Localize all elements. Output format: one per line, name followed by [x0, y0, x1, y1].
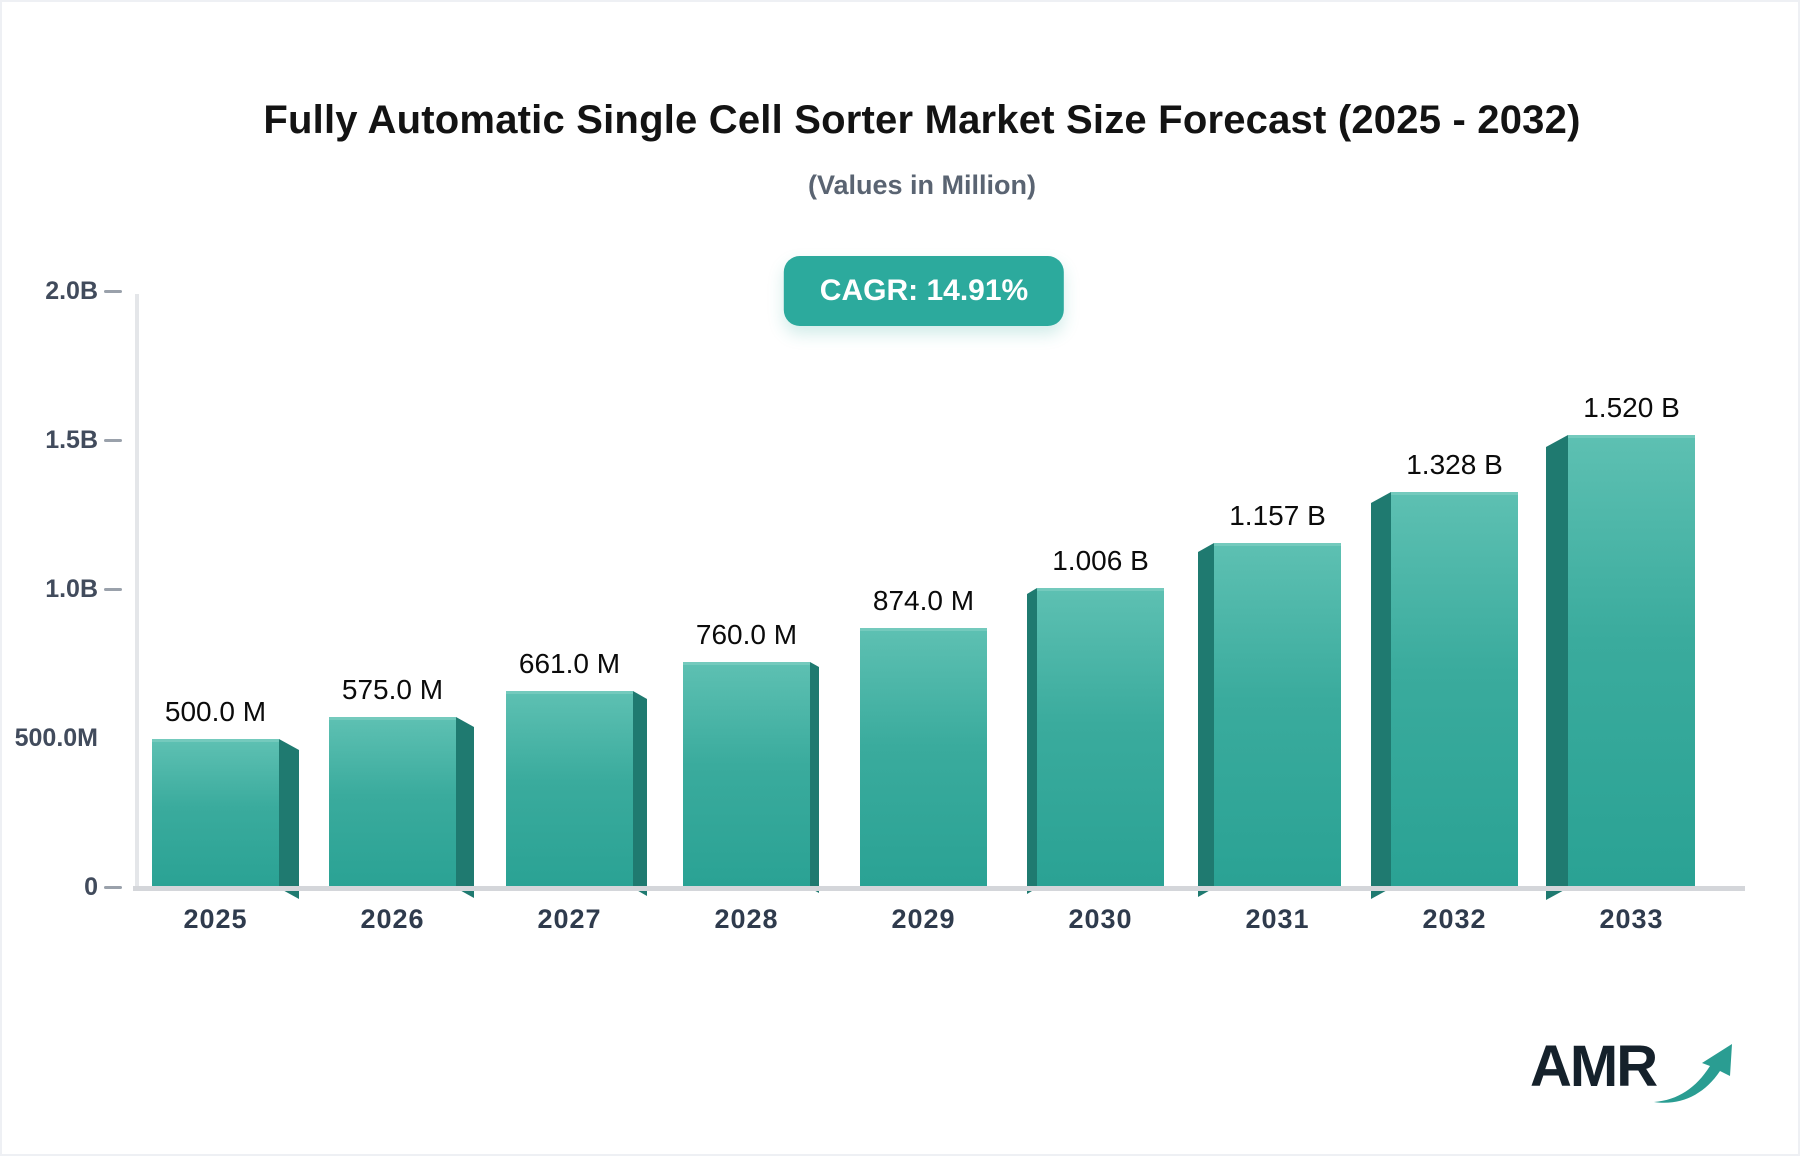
bar-3d-side [279, 739, 299, 899]
bar-3d-side [1546, 435, 1568, 900]
bar-2033 [1568, 435, 1695, 888]
bar-value-label: 1.006 B [1052, 545, 1149, 576]
bar-2029 [860, 628, 987, 888]
y-tick-label: 500.0M [14, 724, 98, 752]
x-category-label: 2031 [1245, 904, 1310, 934]
x-axis-line [133, 886, 1745, 891]
y-tick-dash [104, 886, 122, 889]
bar-2032 [1391, 492, 1518, 888]
y-tick-dash [104, 588, 122, 591]
bar-2030 [1037, 588, 1164, 888]
y-axis-line [135, 294, 139, 888]
bar-value-label: 1.520 B [1583, 392, 1680, 423]
x-category-label: 2029 [891, 904, 956, 934]
bar-3d-side [1027, 588, 1037, 894]
x-category-label: 2030 [1068, 904, 1133, 934]
bar-2026 [329, 717, 456, 888]
x-category-label: 2032 [1422, 904, 1487, 934]
bar-2025 [152, 739, 279, 888]
bar-value-label: 760.0 M [695, 619, 798, 650]
x-category-label: 2028 [714, 904, 779, 934]
y-tick-label: 1.5B [45, 426, 98, 454]
bar-value-label: 575.0 M [341, 674, 444, 705]
bar-value-label: 1.328 B [1406, 449, 1503, 480]
x-category-label: 2027 [537, 904, 602, 934]
bar-value-label: 874.0 M [872, 585, 975, 616]
brand-logo-text: AMR [1530, 1034, 1658, 1099]
bar-3d-side [1371, 492, 1391, 899]
bar-value-label: 1.157 B [1229, 500, 1326, 531]
cagr-badge: CAGR: 14.91% [783, 256, 1065, 326]
bar-3d-side [633, 691, 647, 896]
bar-value-label: 661.0 M [518, 648, 621, 679]
chart-subtitle: (Values in Million) [807, 170, 1037, 200]
growth-arrow-icon [1654, 1044, 1733, 1103]
bar-2027 [506, 691, 633, 888]
y-tick-dash [104, 290, 122, 293]
y-tick-label: 1.0B [45, 575, 98, 603]
x-category-label: 2025 [183, 904, 248, 934]
bar-3d-side [456, 717, 474, 898]
bar-2028 [683, 662, 810, 888]
y-tick-dash [104, 439, 122, 442]
bar-3d-side [1198, 543, 1214, 897]
bar-value-label: 500.0 M [164, 696, 267, 727]
x-category-label: 2033 [1599, 904, 1664, 934]
bar-3d-side [810, 662, 819, 893]
y-tick-label: 2.0B [45, 277, 98, 305]
x-category-label: 2026 [360, 904, 425, 934]
chart-title: Fully Automatic Single Cell Sorter Marke… [263, 98, 1581, 142]
y-tick-label: 0 [84, 873, 98, 901]
brand-logo: AMR [1530, 1038, 1738, 1106]
bar-2031 [1214, 543, 1341, 888]
